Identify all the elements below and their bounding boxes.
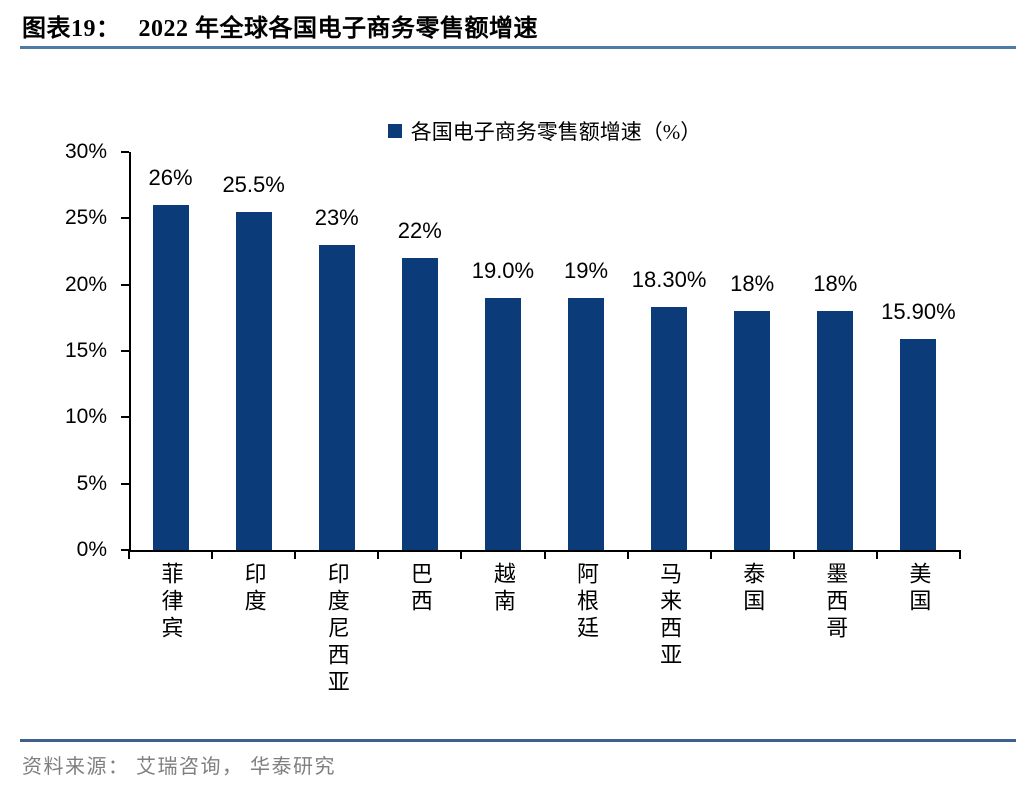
x-axis-tick [709,550,712,559]
category-slot: 印度 [212,562,295,740]
y-axis-tick [121,416,129,419]
bar-slot: 23% [295,152,378,550]
category-slot: 墨西哥 [794,562,877,740]
y-axis-tick [121,350,129,352]
category-slot: 菲律宾 [129,562,212,740]
bar [734,311,771,550]
category-slot: 美国 [877,562,960,740]
y-axis-tick-label: 15% [64,339,107,362]
category-label: 阿根廷 [574,562,600,643]
bar-value-label: 19.0% [471,257,535,283]
x-axis-tick [792,550,795,559]
y-axis-tick [121,549,129,551]
bar [900,339,937,550]
legend-swatch-icon [387,124,402,138]
category-label: 马来西亚 [657,562,683,670]
category-label: 美国 [906,562,932,616]
category-slot: 阿根廷 [544,562,627,740]
bar [152,205,189,550]
bar-value-label: 15.90% [881,299,956,325]
category-label: 泰国 [740,562,766,616]
category-label: 印度 [241,562,267,616]
bar [318,244,355,550]
bar-slot: 18.30% [628,152,711,550]
bar-series: 26% 25.5% 23% 22% 19.0% 19% 18.30% 18% 18% 15.90% [129,152,960,550]
figure-number-label: 图表19： [22,16,121,42]
bar-slot: 22% [378,152,461,550]
x-axis-tick [959,550,961,559]
bar-value-label: 23% [314,204,359,230]
bar-slot: 19% [544,152,627,550]
bar-value-label: 18% [813,271,858,297]
category-label: 墨西哥 [823,562,849,643]
x-axis-tick [128,550,130,559]
category-slot: 泰国 [711,562,794,740]
category-slot: 巴西 [378,562,461,740]
x-axis-tick [543,550,546,559]
bar-slot: 26% [129,152,212,550]
y-axis-tick [121,151,129,153]
bar-value-label: 19% [563,257,609,283]
bar-slot: 15.90% [877,152,960,550]
x-axis-category-labels: 菲律宾 印度 印度尼西亚 巴西 越南 阿根廷 马来西亚 泰国 墨西哥 美国 [129,562,960,740]
y-axis-tick-label: 10% [64,405,107,429]
y-axis-tick-label: 30% [64,140,107,163]
y-axis-tick [121,482,129,485]
y-axis-tick-label: 0% [76,538,107,561]
figure-title-text: 2022 年全球各国电子商务零售额增速 [138,16,538,42]
category-label: 越南 [490,562,516,616]
chart-legend: 各国电子商务零售额增速（%） [129,116,960,146]
y-axis-tick-label: 25% [64,206,107,230]
plot-area: 26% 25.5% 23% 22% 19.0% 19% 18.30% 18% 18% 15.90%… [65,140,961,561]
footer-divider-rule [20,739,1016,742]
x-axis-tick [460,550,463,559]
y-axis-tick-label: 5% [76,471,107,495]
bar-slot: 25.5% [212,152,295,550]
category-slot: 马来西亚 [628,562,711,740]
category-label: 印度尼西亚 [324,562,350,697]
category-slot: 越南 [461,562,544,740]
bar-slot: 19.0% [461,152,544,550]
x-axis-tick [875,550,878,559]
bar-value-label: 26% [148,165,193,191]
title-divider-rule [20,46,1016,49]
bar-slot: 18% [794,152,877,550]
bar [651,307,688,550]
bar [817,311,854,550]
bar-value-label: 18% [730,271,775,297]
figure-title: 图表19： 2022 年全球各国电子商务零售额增速 [22,8,1018,43]
y-axis-tick [121,283,129,286]
category-label: 巴西 [407,562,433,616]
category-slot: 印度尼西亚 [295,562,378,740]
legend-label: 各国电子商务零售额增速（%） [410,120,702,144]
source-note: 资料来源： 艾瑞咨询， 华泰研究 [22,756,336,778]
bar [235,211,272,550]
bar [484,297,521,550]
bar-value-label: 22% [397,218,442,244]
bar-slot: 18% [711,152,794,550]
category-label: 菲律宾 [158,562,184,643]
bar [568,297,605,550]
bar [401,258,438,550]
y-axis-tick [121,217,129,220]
x-axis-tick [377,550,380,559]
y-axis-line [129,152,131,550]
bar-value-label: 18.30% [631,267,707,293]
x-axis-tick [294,550,297,559]
x-axis-tick [211,550,214,559]
bar-value-label: 25.5% [222,171,285,197]
x-axis-tick [626,550,629,559]
y-axis-tick-label: 20% [64,272,107,296]
